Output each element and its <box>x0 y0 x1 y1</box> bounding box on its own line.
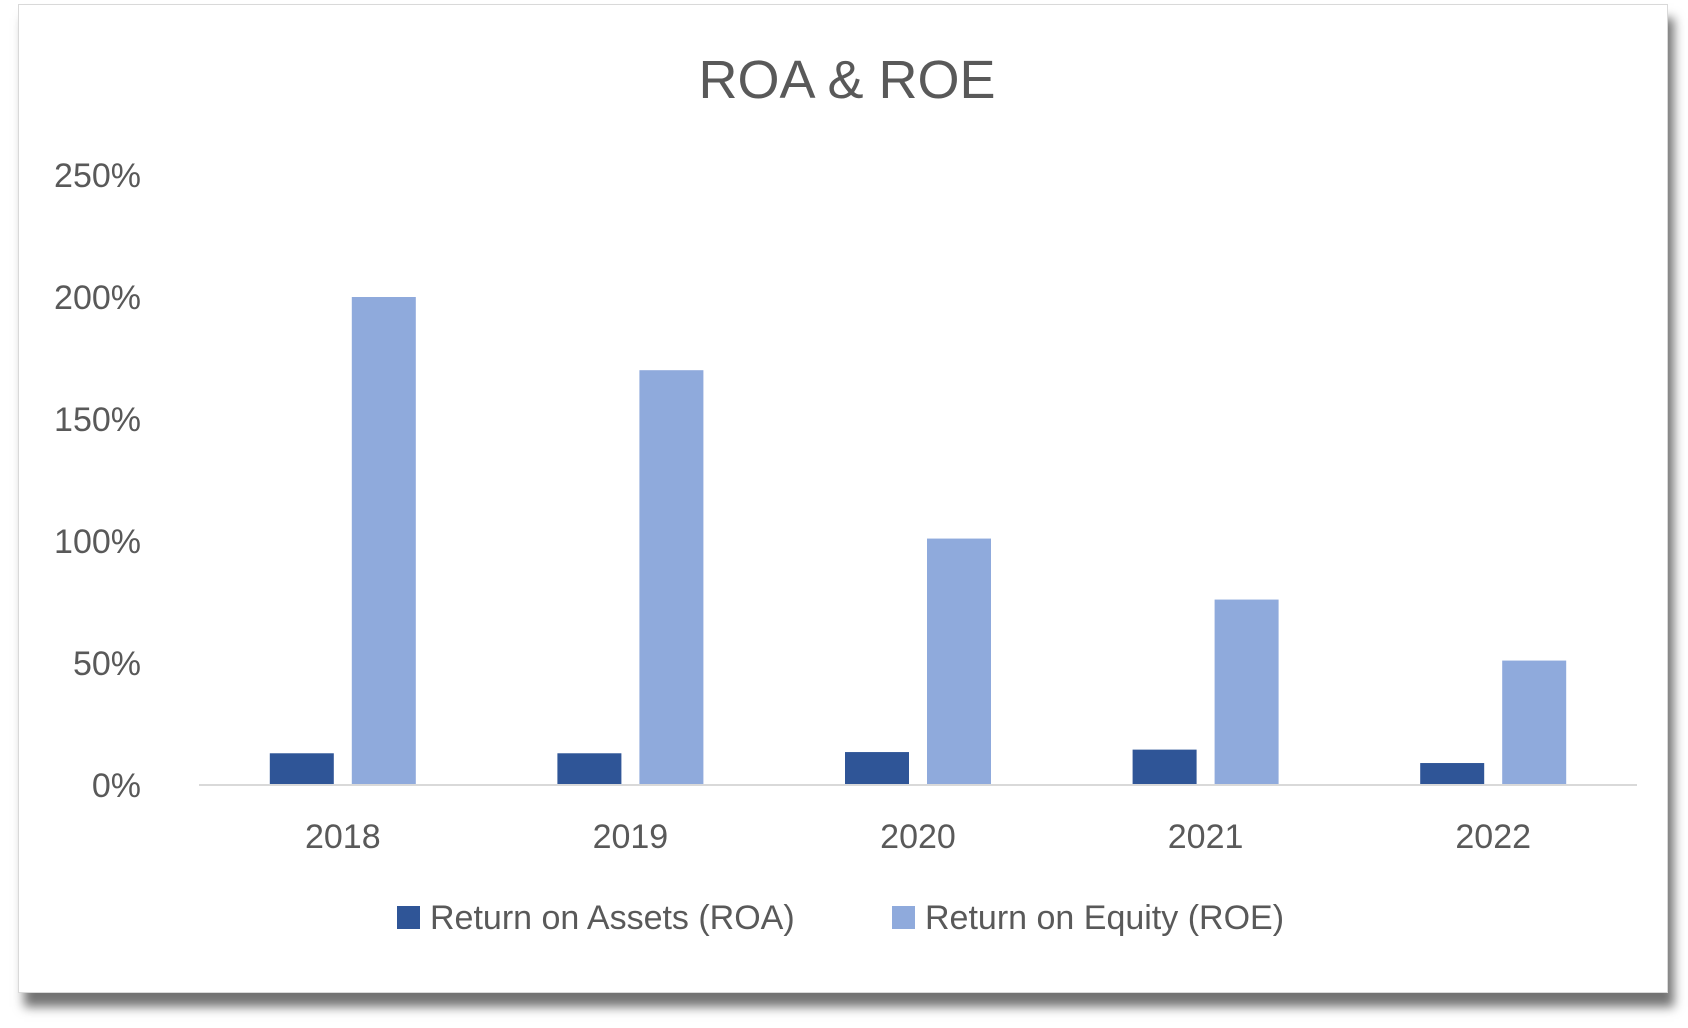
roa-bar-2021 <box>1132 749 1197 785</box>
x-tick-label: 2018 <box>305 818 381 856</box>
x-tick-label: 2019 <box>593 818 669 856</box>
y-tick-label: 150% <box>54 401 141 439</box>
roe-bar-2019 <box>639 370 704 785</box>
roa-bar-2018 <box>269 753 334 785</box>
roa-roe-bar-chart: ROA & ROE 0% 50% 100% 150% 200% 250% 2018 2019… <box>54 50 1637 937</box>
roe-bar-2022 <box>1502 660 1567 785</box>
roe-bar-2020 <box>927 538 991 785</box>
chart-frame: ROA & ROE 0% 50% 100% 150% 200% 250% 2018 2019… <box>18 4 1668 993</box>
bars <box>269 297 1567 785</box>
legend-label-roe: Return on Equity (ROE) <box>925 899 1284 937</box>
roa-bar-2022 <box>1420 763 1485 785</box>
roe-bar-2018 <box>351 297 416 785</box>
y-tick-label: 0% <box>92 767 141 805</box>
x-axis-tick-labels: 2018 2019 2020 2021 2022 <box>305 818 1531 856</box>
roa-bar-2019 <box>557 753 622 785</box>
legend-swatch-roa <box>397 906 420 929</box>
chart-title: ROA & ROE <box>698 50 995 110</box>
x-tick-label: 2021 <box>1168 818 1244 856</box>
x-tick-label: 2020 <box>880 818 956 856</box>
legend-swatch-roe <box>892 906 915 929</box>
legend-label-roa: Return on Assets (ROA) <box>430 899 795 937</box>
y-axis-tick-labels: 0% 50% 100% 150% 200% 250% <box>54 157 141 805</box>
y-tick-label: 100% <box>54 523 141 561</box>
x-tick-label: 2022 <box>1455 818 1531 856</box>
y-tick-label: 250% <box>54 157 141 195</box>
y-tick-label: 200% <box>54 279 141 317</box>
roa-bar-2020 <box>845 752 909 785</box>
roe-bar-2021 <box>1214 599 1279 785</box>
y-tick-label: 50% <box>73 645 141 683</box>
legend: Return on Assets (ROA) Return on Equity (… <box>397 899 1284 937</box>
